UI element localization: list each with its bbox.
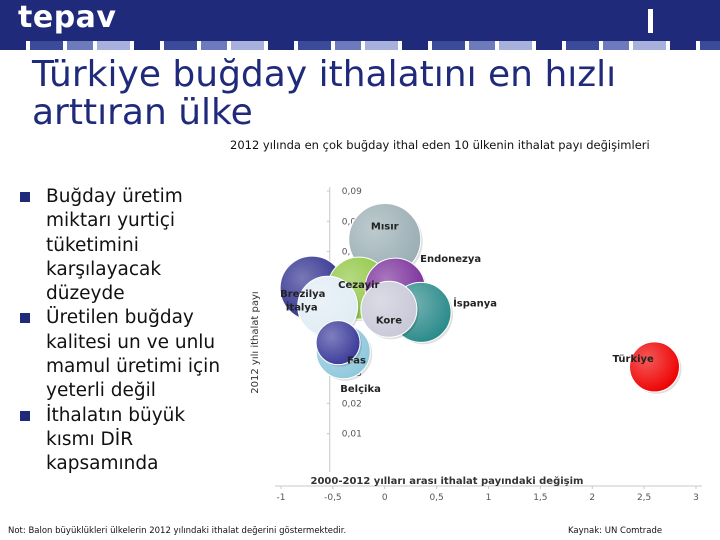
stripe-segment <box>700 41 720 50</box>
bullet-item: İthalatın büyük kısmı DİR kapsamında <box>18 404 228 477</box>
bubble-label: Türkiye <box>613 354 655 365</box>
stripe-segment <box>536 41 562 50</box>
bubble-label: Brezilya <box>280 289 325 300</box>
x-tick-label: 2,5 <box>637 493 651 503</box>
stripe-segment <box>0 41 26 50</box>
stripe-segment <box>469 41 495 50</box>
bubble-label: Cezayir <box>338 280 379 291</box>
bubble-label: İspanya <box>453 295 497 309</box>
bubble-label: Mısır <box>371 222 399 233</box>
source-note: Kaynak: UN Comtrade <box>568 526 663 536</box>
decorative-stripes <box>0 41 720 50</box>
stripe-segment <box>603 41 629 50</box>
bullet-icon <box>20 313 30 324</box>
stripe-segment <box>67 41 93 50</box>
stripe-segment <box>134 41 160 50</box>
stripe-segment <box>201 41 227 50</box>
bullet-item: Buğday üretim miktarı yurtiçi tüketimini… <box>18 185 228 306</box>
x-tick-label: -1 <box>277 493 286 503</box>
bullet-item: Üretilen buğday kalitesi un ve unlu mamu… <box>18 306 228 403</box>
bullet-text: Üretilen buğday kalitesi un ve unlu mamu… <box>46 307 221 402</box>
x-tick-label: -0,5 <box>324 493 342 503</box>
stripe-segment <box>633 41 666 50</box>
bubble-label: Belçika <box>340 384 381 395</box>
bubble-label: İtalya <box>286 299 318 313</box>
stripe-segment <box>298 41 331 50</box>
bubble-label: Kore <box>376 315 402 326</box>
stripe-segment <box>30 41 63 50</box>
bullet-icon <box>20 410 30 421</box>
stripe-segment <box>402 41 428 50</box>
bubble-highlight <box>360 281 417 338</box>
x-tick-label: 1,5 <box>533 493 547 503</box>
y-tick-label: 0,09 <box>342 187 362 197</box>
stripe-segment <box>499 41 532 50</box>
stripe-segment <box>268 41 294 50</box>
x-tick-label: 0 <box>382 493 388 503</box>
chart-title: 2012 yılında en çok buğday ithal eden 10… <box>230 138 650 152</box>
bullet-icon <box>20 192 30 202</box>
bullet-text: Buğday üretim miktarı yurtiçi tüketimini… <box>46 186 183 305</box>
page-title: Türkiye buğday ithalatını en hızlı arttı… <box>32 54 617 133</box>
y-tick-label: 0,01 <box>342 430 362 440</box>
y-tick-label: 0,08 <box>342 217 362 227</box>
bubble-highlight <box>316 320 361 365</box>
x-tick-label: 0,5 <box>429 493 443 503</box>
header-bar: tepav <box>0 0 720 41</box>
bubble-label: Endonezya <box>420 254 481 265</box>
x-tick-label: 1 <box>486 493 492 503</box>
stripe-segment <box>432 41 465 50</box>
bubble-chart: 0,010,020,030,040,050,060,070,080,09-1-0… <box>250 187 702 503</box>
bullet-text: İthalatın büyük kısmı DİR kapsamında <box>46 404 186 475</box>
brand-logo: tepav <box>18 0 117 35</box>
stripe-segment <box>335 41 361 50</box>
bubble-label: Fas <box>347 356 366 367</box>
stripe-segment <box>164 41 197 50</box>
header-mark <box>648 9 653 33</box>
bullet-list: Buğday üretim miktarı yurtiçi tüketimini… <box>18 185 228 477</box>
footnote: Not: Balon büyüklükleri ülkelerin 2012 y… <box>8 526 347 536</box>
x-axis-label: 2000-2012 yılları arası ithalat payındak… <box>311 475 584 487</box>
y-tick-label: 0,02 <box>342 399 362 409</box>
x-tick-label: 2 <box>589 493 595 503</box>
stripe-segment <box>365 41 398 50</box>
stripe-segment <box>231 41 264 50</box>
bubble-highlight <box>348 203 421 276</box>
stripe-segment <box>97 41 130 50</box>
stripe-segment <box>566 41 599 50</box>
bubble-highlight <box>629 341 680 392</box>
x-tick-label: 3 <box>693 493 699 503</box>
y-axis-label: 2012 yılı ithalat payı <box>250 291 261 393</box>
stripe-segment <box>670 41 696 50</box>
